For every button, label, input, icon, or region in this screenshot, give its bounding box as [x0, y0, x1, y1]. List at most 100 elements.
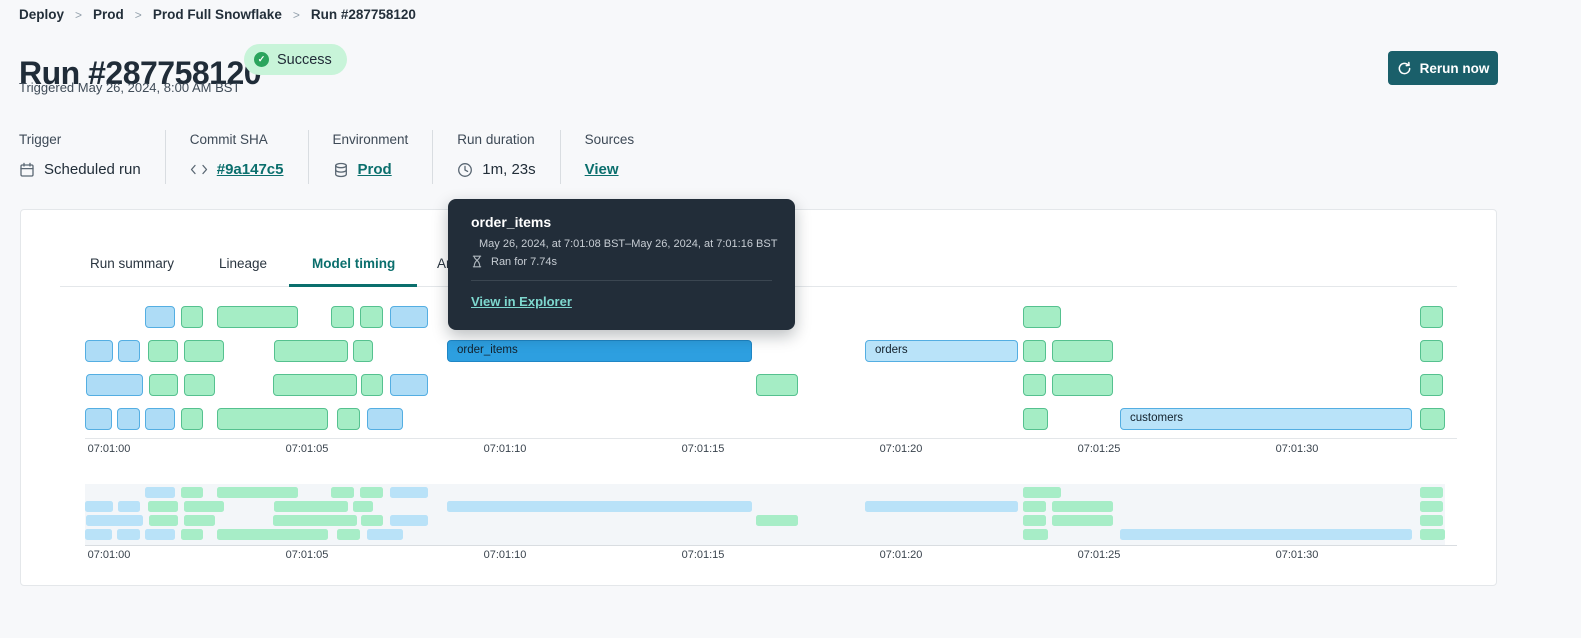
gantt-bar[interactable] [184, 340, 224, 362]
gantt-bar [145, 529, 175, 540]
gantt-bar[interactable] [1052, 374, 1113, 396]
gantt-bar [1052, 515, 1113, 526]
gantt-bar [353, 501, 373, 512]
sources-view-link[interactable]: View [584, 161, 619, 178]
gantt-bar[interactable] [145, 408, 175, 430]
chevron-right-icon: > [134, 7, 142, 22]
gantt-bar-orders[interactable]: orders [865, 340, 1018, 362]
meta-duration-label: Run duration [457, 132, 535, 147]
commit-sha-link[interactable]: #9a147c5 [216, 161, 284, 178]
gantt-bar [1023, 487, 1061, 498]
gantt-bar[interactable] [118, 340, 140, 362]
breadcrumb-deploy[interactable]: Deploy [19, 7, 65, 22]
gantt-bar [1420, 515, 1443, 526]
meta-trigger-label: Trigger [19, 132, 62, 147]
gantt-bar [447, 501, 752, 512]
gantt-bar[interactable] [331, 306, 354, 328]
meta-sources-label: Sources [584, 132, 635, 147]
tooltip-model-name: order_items [471, 214, 552, 230]
gantt-bar[interactable] [181, 408, 203, 430]
gantt-bar[interactable] [148, 340, 178, 362]
main-axis-line [85, 438, 1457, 439]
gantt-bar[interactable] [367, 408, 403, 430]
tooltip-time-range: May 26, 2024, at 7:01:08 BST–May 26, 202… [479, 238, 778, 250]
success-check-icon: ✓ [254, 52, 269, 67]
gantt-bar [1420, 501, 1443, 512]
meta-environment: Environment Prod [307, 130, 433, 184]
gantt-bar[interactable] [117, 408, 140, 430]
gantt-bar [361, 515, 383, 526]
gantt-bar-label: order_items [457, 344, 518, 356]
gantt-bar[interactable] [1420, 408, 1445, 430]
tab-lineage[interactable]: Lineage [219, 256, 268, 271]
gantt-bar[interactable] [1023, 306, 1061, 328]
gantt-bar [217, 487, 298, 498]
gantt-bar[interactable] [353, 340, 373, 362]
gantt-bar [85, 529, 112, 540]
database-icon [334, 162, 347, 177]
gantt-bar [184, 515, 215, 526]
gantt-bar[interactable] [184, 374, 215, 396]
gantt-bar [367, 529, 403, 540]
clock-icon [458, 162, 473, 177]
axis-tick-label: 07:01:00 [87, 443, 131, 455]
gantt-bar[interactable] [390, 306, 428, 328]
gantt-bar[interactable] [756, 374, 798, 396]
gantt-bar[interactable] [337, 408, 360, 430]
axis-tick-label: 07:01:00 [87, 549, 131, 561]
gantt-bar[interactable] [85, 408, 112, 430]
gantt-bar[interactable] [86, 374, 143, 396]
gantt-bar[interactable] [1420, 340, 1443, 362]
gantt-bar[interactable] [274, 340, 348, 362]
gantt-bar[interactable] [149, 374, 178, 396]
gantt-bar[interactable] [1420, 374, 1443, 396]
tab-run-summary[interactable]: Run summary [90, 256, 175, 271]
gantt-bar[interactable] [390, 374, 428, 396]
gantt-bar [1023, 529, 1048, 540]
meta-commit-sha: Commit SHA #9a147c5 [164, 130, 308, 184]
axis-tick-label: 07:01:05 [285, 549, 329, 561]
rerun-now-label: Rerun now [1419, 60, 1490, 76]
tab-model-timing[interactable]: Model timing [312, 256, 396, 271]
gantt-bar [118, 501, 140, 512]
gantt-bar[interactable] [1420, 306, 1443, 328]
axis-tick-label: 07:01:10 [483, 549, 527, 561]
rerun-now-button[interactable]: Rerun now [1388, 51, 1498, 85]
gantt-bar[interactable] [145, 306, 175, 328]
gantt-bar[interactable] [217, 306, 298, 328]
view-in-explorer-link[interactable]: View in Explorer [471, 294, 572, 309]
gantt-bar [390, 515, 428, 526]
axis-tick-label: 07:01:20 [879, 549, 923, 561]
gantt-bar[interactable] [1052, 340, 1113, 362]
gantt-bar-customers[interactable]: customers [1120, 408, 1412, 430]
gantt-bar[interactable] [273, 374, 357, 396]
gantt-bar-order_items[interactable]: order_items [447, 340, 752, 362]
axis-tick-label: 07:01:20 [879, 443, 923, 455]
breadcrumb-job[interactable]: Prod Full Snowflake [152, 7, 282, 22]
page-title: Run #287758120 [19, 55, 262, 92]
gantt-bar[interactable] [181, 306, 203, 328]
chevron-right-icon: > [75, 7, 83, 22]
model-tooltip: order_items May 26, 2024, at 7:01:08 BST… [448, 199, 795, 330]
gantt-bar[interactable] [1023, 374, 1046, 396]
gantt-bar[interactable] [1023, 340, 1046, 362]
gantt-bar[interactable] [85, 340, 113, 362]
duration-value: 1m, 23s [482, 161, 536, 178]
axis-tick-label: 07:01:30 [1275, 549, 1319, 561]
axis-tick-label: 07:01:25 [1077, 549, 1121, 561]
gantt-bar[interactable] [217, 408, 328, 430]
gantt-bar [331, 487, 354, 498]
gantt-bar [145, 487, 175, 498]
gantt-bar[interactable] [360, 306, 383, 328]
gantt-bar [360, 487, 383, 498]
gantt-bar[interactable] [1023, 408, 1048, 430]
gantt-bar [184, 501, 224, 512]
environment-link[interactable]: Prod [357, 161, 392, 178]
meta-trigger: Trigger Scheduled run [19, 130, 165, 184]
gantt-bar [1023, 515, 1046, 526]
breadcrumb-prod[interactable]: Prod [93, 7, 124, 22]
gantt-bar [217, 529, 328, 540]
code-icon [190, 164, 207, 175]
gantt-bar[interactable] [361, 374, 383, 396]
chevron-right-icon: > [292, 7, 300, 22]
